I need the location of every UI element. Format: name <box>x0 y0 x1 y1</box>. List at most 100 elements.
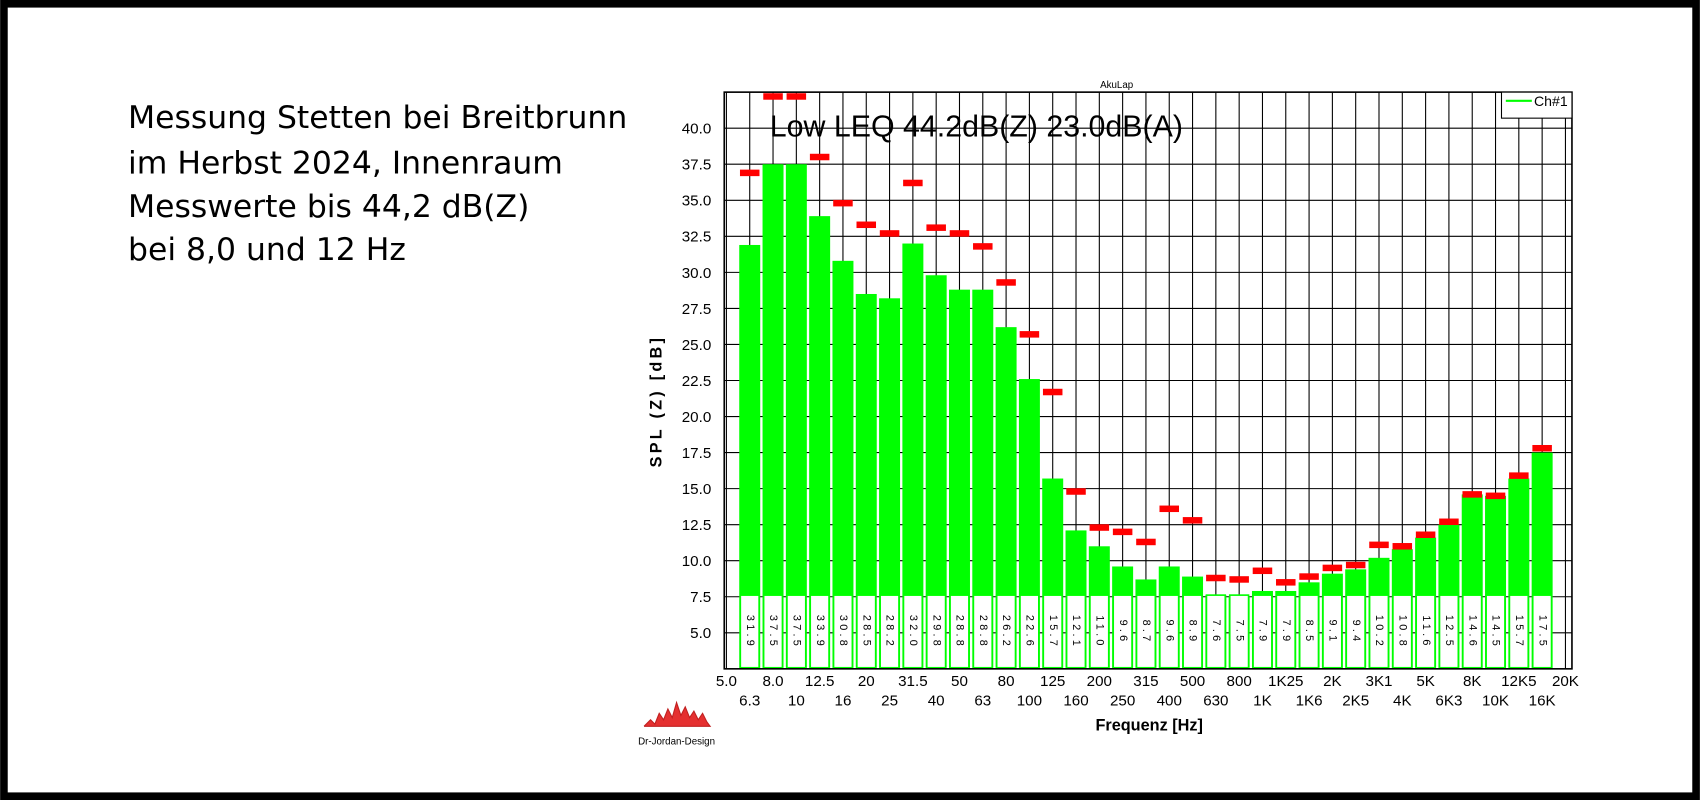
x-tick-label: 200 <box>1087 673 1112 690</box>
y-axis-label: SPL (Z) [dB] <box>647 335 665 468</box>
x-tick-label: 25 <box>881 693 898 710</box>
x-tick-label: 31.5 <box>898 673 928 690</box>
x-tick-label: 1K6 <box>1296 693 1323 710</box>
peak-marker <box>1229 576 1249 583</box>
value-label: 33.9 <box>814 615 826 649</box>
x-tick-label: 20 <box>858 673 875 690</box>
y-tick-label: 27.5 <box>682 301 711 318</box>
plot: 5.0 7.5 10.0 12.5 15.0 17.5 20.0 22.5 25.0 27.5 30… <box>682 91 1579 710</box>
x-axis-label: Frequenz [Hz] <box>1095 717 1202 735</box>
value-label-box <box>1508 594 1530 669</box>
value-label: 11.6 <box>1420 615 1432 648</box>
peak-marker <box>1042 388 1063 396</box>
logo-text: Dr-Jordan-Design <box>638 737 715 748</box>
peak-marker <box>879 230 900 237</box>
value-label: 37.5 <box>767 615 779 649</box>
value-label: 9.1 <box>1327 620 1339 645</box>
value-label-box <box>1415 594 1436 669</box>
x-tick-label: 4K <box>1393 693 1412 710</box>
value-label-box <box>1275 594 1296 669</box>
bar <box>972 289 994 669</box>
value-label-box <box>1438 594 1460 669</box>
logo-mark <box>643 700 712 727</box>
bar <box>879 298 901 669</box>
bar <box>925 275 947 669</box>
y-tick-label: 12.5 <box>682 517 711 534</box>
y-tick-label: 10.0 <box>682 553 711 570</box>
peak-marker <box>1485 492 1506 500</box>
value-label: 11.0 <box>1093 615 1105 648</box>
peak-marker <box>1415 531 1436 539</box>
y-tick-label: 30.0 <box>682 265 711 282</box>
value-label: 22.6 <box>1024 615 1036 649</box>
peak-marker <box>926 224 946 231</box>
x-tick-label: 16 <box>835 693 852 710</box>
peak-marker <box>973 243 993 250</box>
value-label-box <box>1182 594 1203 669</box>
value-label: 15.7 <box>1513 615 1525 649</box>
x-tick-label: 2K <box>1323 673 1342 690</box>
x-tick-label: 50 <box>951 673 968 690</box>
peak-marker <box>996 279 1016 286</box>
value-label: 37.5 <box>790 615 802 649</box>
value-label: 28.8 <box>977 615 989 649</box>
peak-marker <box>1299 573 1319 580</box>
value-label: 28.8 <box>954 615 966 649</box>
peak-marker <box>1532 444 1552 452</box>
description-line: im Herbst 2024, Innenraum <box>128 145 563 181</box>
y-tick-label: 5.0 <box>690 625 711 642</box>
value-label-box <box>1462 594 1483 669</box>
x-tick-label: 160 <box>1063 693 1088 710</box>
x-tick-label: 6K3 <box>1435 693 1462 710</box>
x-tick-label: 1K25 <box>1268 673 1303 690</box>
value-label: 32.0 <box>907 615 919 649</box>
x-tick-label: 125 <box>1040 673 1065 690</box>
value-label: 31.9 <box>744 615 756 649</box>
bar <box>762 164 784 669</box>
value-label-box <box>1019 594 1040 669</box>
x-tick-label: 250 <box>1110 693 1135 710</box>
x-tick-label: 100 <box>1017 693 1042 710</box>
value-label: 30.8 <box>837 615 849 649</box>
value-label: 7.6 <box>1210 620 1222 645</box>
value-label: 29.8 <box>930 615 942 649</box>
y-tick-label: 17.5 <box>682 445 711 462</box>
value-label-box <box>1392 594 1413 669</box>
value-label-box <box>949 594 970 669</box>
peak-marker <box>1439 518 1459 526</box>
value-label: 17.5 <box>1536 615 1548 649</box>
value-label-box <box>1345 594 1366 669</box>
legend-label: Ch#1 <box>1534 93 1568 109</box>
value-label-box <box>1531 594 1553 669</box>
peak-marker <box>903 179 923 187</box>
bar <box>785 164 807 669</box>
value-label-box <box>1485 594 1506 669</box>
x-tick-label: 1K <box>1253 693 1272 710</box>
value-label: 12.1 <box>1070 615 1082 649</box>
x-tick-label: 2K5 <box>1342 693 1369 710</box>
peak-marker <box>1252 567 1273 575</box>
value-label-box <box>1159 594 1180 669</box>
y-tick-label: 32.5 <box>682 229 711 246</box>
x-tick-label: 8.0 <box>762 673 783 690</box>
peak-marker <box>763 93 783 100</box>
y-tick-label: 20.0 <box>682 409 711 426</box>
peak-marker <box>1136 538 1156 546</box>
plot-border <box>723 91 1573 670</box>
value-label: 8.9 <box>1187 620 1199 645</box>
y-tick-label: 37.5 <box>682 157 711 174</box>
peak-marker <box>1322 564 1343 572</box>
peak-marker <box>1182 517 1203 524</box>
value-label-box <box>832 594 854 669</box>
peak-marker <box>739 169 760 177</box>
legend-box <box>1500 91 1573 119</box>
value-label-box <box>786 594 807 669</box>
value-label: 14.6 <box>1466 615 1478 649</box>
x-tick-label: 63 <box>974 693 991 710</box>
value-label-box <box>1322 594 1343 669</box>
y-tick-label: 7.5 <box>690 589 711 606</box>
bar <box>948 289 970 669</box>
x-tick-label: 500 <box>1180 673 1205 690</box>
peak-marker <box>1112 528 1133 536</box>
